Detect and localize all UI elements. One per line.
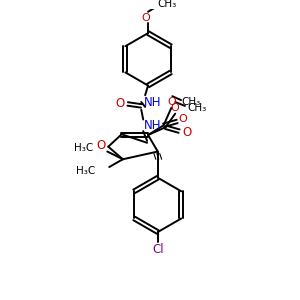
Text: O: O — [115, 98, 124, 110]
Text: CH₃: CH₃ — [181, 97, 200, 107]
Text: NH: NH — [144, 119, 162, 132]
Text: O: O — [171, 103, 180, 113]
Text: O: O — [97, 139, 106, 152]
Text: O: O — [167, 97, 176, 107]
Text: O: O — [182, 126, 191, 139]
Text: CH₃: CH₃ — [187, 103, 206, 113]
Text: NH: NH — [144, 95, 162, 109]
Text: H₃C: H₃C — [76, 166, 96, 176]
Text: O: O — [142, 13, 151, 22]
Text: CH₃: CH₃ — [158, 0, 177, 9]
Text: O: O — [178, 113, 188, 124]
Text: H₃C: H₃C — [74, 142, 94, 153]
Text: Cl: Cl — [152, 243, 164, 256]
